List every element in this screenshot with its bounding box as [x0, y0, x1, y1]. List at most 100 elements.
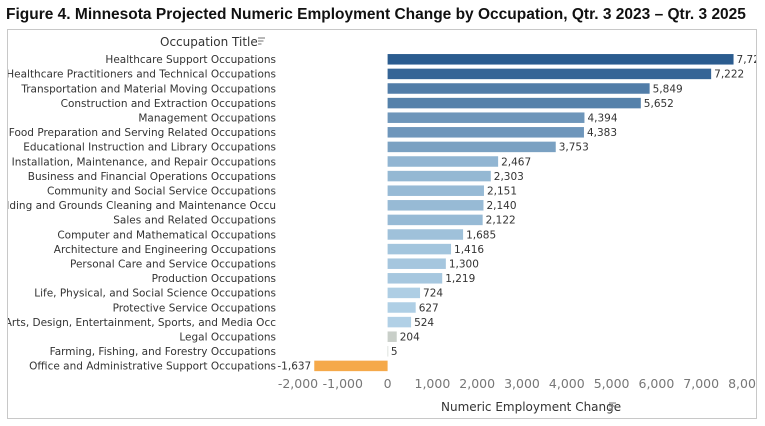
bar[interactable] [387, 214, 483, 226]
value-label: 4,394 [587, 113, 617, 125]
sort-icon[interactable] [258, 37, 265, 45]
x-axis-label: Numeric Employment Change [441, 400, 621, 414]
value-label: 627 [419, 302, 439, 314]
bar[interactable] [387, 68, 712, 80]
category-label: Legal Occupations [179, 332, 276, 344]
x-tick-label: 4,000 [549, 376, 585, 391]
bar[interactable] [387, 97, 641, 109]
category-label: Installation, Maintenance, and Repair Oc… [12, 156, 276, 168]
bar[interactable] [387, 229, 464, 240]
x-tick-label: 7,000 [683, 376, 719, 391]
figure-title: Figure 4. Minnesota Projected Numeric Em… [6, 6, 746, 23]
bar-row: Production Occupations 1,219 [152, 273, 475, 285]
category-label: Farming, Fishing, and Forestry Occupatio… [50, 346, 276, 358]
bar-row: Office and Administrative Support Occupa… [29, 360, 388, 373]
category-label: Management Occupations [138, 113, 276, 125]
category-label: Sales and Related Occupations [113, 215, 276, 227]
value-label: -1,637 [277, 361, 311, 373]
x-tick-label: 0 [384, 376, 392, 391]
category-label: Architecture and Engineering Occupations [54, 244, 276, 256]
value-label: 1,416 [454, 244, 484, 256]
x-tick-label: 6,000 [639, 376, 675, 391]
value-label: 5 [391, 346, 398, 358]
x-axis: -2,000 -1,000 0 1,000 2,000 3,000 4,000 5,000 6,… [278, 376, 756, 391]
bar-row: Architecture and Engineering Occupations… [54, 243, 484, 256]
category-label: Transportation and Material Moving Occup… [20, 83, 276, 95]
value-label: 1,685 [466, 229, 496, 241]
category-label: Healthcare Support Occupations [105, 54, 276, 66]
bar[interactable] [387, 331, 397, 342]
row-header: Occupation Title [160, 35, 265, 49]
value-label: 1,219 [445, 273, 475, 285]
bar-row: Construction and Extraction Occupations 5… [61, 97, 674, 110]
bar[interactable] [387, 302, 416, 313]
x-tick-label: 5,000 [594, 376, 630, 391]
bar[interactable] [387, 258, 446, 269]
category-label: Educational Instruction and Library Occu… [23, 142, 276, 154]
bar-row: Building and Grounds Cleaning and Mainte… [8, 200, 517, 212]
value-label: 2,303 [494, 171, 524, 183]
bar-row: Healthcare Practitioners and Technical O… [8, 68, 744, 81]
bar[interactable] [387, 185, 484, 196]
bar-row: Healthcare Support Occupations 7,722 [105, 54, 756, 66]
value-label: 7,722 [737, 54, 756, 66]
category-label: Community and Social Service Occupations [47, 186, 276, 198]
bar-row: Legal Occupations 204 [179, 331, 420, 344]
bar[interactable] [387, 156, 499, 167]
bar[interactable] [387, 141, 556, 153]
x-tick-label: -2,000 [278, 376, 318, 391]
bar-row: Life, Physical, and Social Science Occup… [34, 287, 443, 300]
category-label: Office and Administrative Support Occupa… [29, 361, 276, 373]
bar[interactable] [387, 200, 484, 211]
category-label: Computer and Mathematical Occupations [57, 229, 276, 241]
value-label: 2,467 [501, 156, 531, 168]
bar[interactable] [387, 112, 585, 123]
bar[interactable] [314, 360, 388, 372]
row-header-label: Occupation Title [160, 35, 258, 49]
bar-rows: Healthcare Support Occupations7,722Healt… [8, 54, 756, 373]
bar-row: Food Preparation and Serving Related Occ… [9, 127, 617, 139]
value-label: 4,383 [587, 127, 617, 139]
bar[interactable] [387, 170, 491, 182]
bar[interactable] [387, 346, 389, 357]
bar-row: Transportation and Material Moving Occup… [20, 83, 683, 95]
x-axis-title: Numeric Employment Change [441, 400, 621, 414]
bar-row: Management Occupations 4,394 [138, 112, 618, 125]
value-label: 3,753 [559, 142, 589, 154]
bar[interactable] [387, 243, 452, 255]
value-label: 1,300 [449, 259, 479, 271]
value-label: 2,151 [487, 186, 517, 198]
bar-row: Educational Instruction and Library Occu… [23, 141, 589, 154]
value-label: 724 [423, 288, 443, 300]
category-label: Personal Care and Service Occupations [70, 259, 276, 271]
bar-chart: Occupation Title Healthcare Support Occu… [8, 35, 756, 414]
bar-row: Installation, Maintenance, and Repair Oc… [12, 156, 531, 168]
category-label: Building and Grounds Cleaning and Mainte… [8, 200, 276, 212]
sort-icon[interactable] [609, 402, 616, 410]
bar-row: Business and Financial Operations Occupa… [28, 170, 524, 183]
category-label: Healthcare Practitioners and Technical O… [8, 69, 276, 81]
category-label: Protective Service Occupations [113, 302, 276, 314]
category-label: Arts, Design, Entertainment, Sports, and… [8, 317, 276, 329]
value-label: 2,122 [486, 215, 516, 227]
chart-frame: Occupation Title Healthcare Support Occu… [7, 29, 757, 419]
bar[interactable] [387, 54, 734, 65]
bar[interactable] [387, 273, 443, 284]
bar[interactable] [387, 127, 584, 138]
value-label: 7,222 [714, 69, 744, 81]
value-label: 2,140 [486, 200, 516, 212]
bar[interactable] [387, 287, 421, 299]
category-label: Construction and Extraction Occupations [61, 98, 276, 110]
bar-row: Personal Care and Service Occupations 1,3… [70, 258, 479, 271]
x-tick-label: -1,000 [323, 376, 363, 391]
bar-row: Sales and Related Occupations 2,122 [113, 214, 516, 227]
value-label: 204 [400, 332, 420, 344]
x-tick-label: 1,000 [415, 376, 451, 391]
bar-row: Arts, Design, Entertainment, Sports, and… [8, 316, 434, 329]
bar[interactable] [387, 316, 412, 328]
value-label: 5,849 [653, 83, 683, 95]
bar-row: Computer and Mathematical Occupations 1,6… [57, 229, 496, 241]
bar[interactable] [387, 83, 650, 94]
bar-row: Protective Service Occupations 627 [113, 302, 439, 314]
x-tick-label: 2,000 [459, 376, 495, 391]
